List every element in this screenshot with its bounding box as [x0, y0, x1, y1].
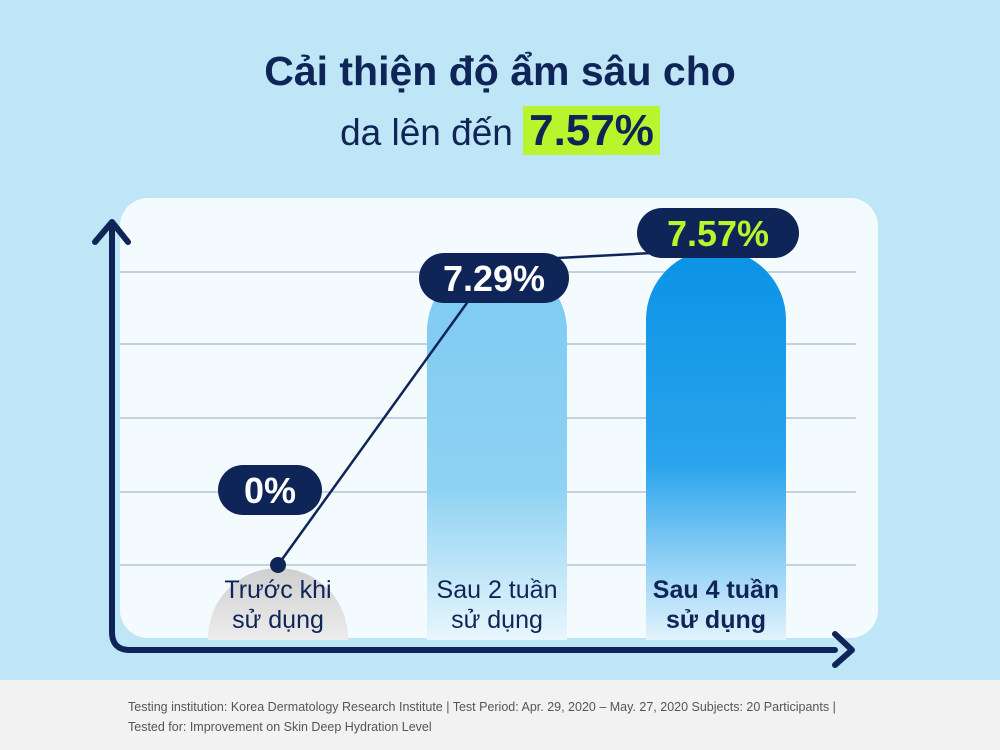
footer-line-2: Tested for: Improvement on Skin Deep Hyd… [128, 720, 432, 734]
value-label-1: 7.29% [443, 258, 545, 299]
heading-line-1: Cải thiện độ ẩm sâu cho [264, 48, 736, 94]
footer-line-1: Testing institution: Korea Dermatology R… [128, 700, 836, 714]
bar-0 [208, 568, 348, 640]
category-label-1-0: Sau 2 tuần [437, 576, 558, 604]
category-label-0-1: sử dụng [232, 606, 324, 634]
bar-1 [427, 261, 567, 640]
y-axis [92, 219, 855, 668]
data-point-0 [270, 557, 286, 573]
category-label-1-1: sử dụng [451, 606, 543, 634]
value-label-bg-0 [218, 465, 322, 515]
value-label-bg-1 [419, 253, 569, 303]
value-label-bg-2 [637, 208, 799, 258]
category-label-0-0: Trước khi [224, 576, 331, 604]
heading-line-2-text: da lên đến [340, 112, 513, 153]
bar-2 [646, 249, 786, 640]
value-label-0: 0% [244, 470, 296, 511]
footer-bar [0, 680, 1000, 750]
category-label-2-1: sử dụng [666, 606, 766, 634]
value-label-2: 7.57% [667, 213, 769, 254]
category-label-2-0: Sau 4 tuần [653, 576, 779, 604]
heading-line-2: da lên đến 7.57% [0, 106, 1000, 156]
heading-highlight: 7.57% [523, 106, 660, 155]
footer-text: Testing institution: Korea Dermatology R… [128, 697, 888, 737]
